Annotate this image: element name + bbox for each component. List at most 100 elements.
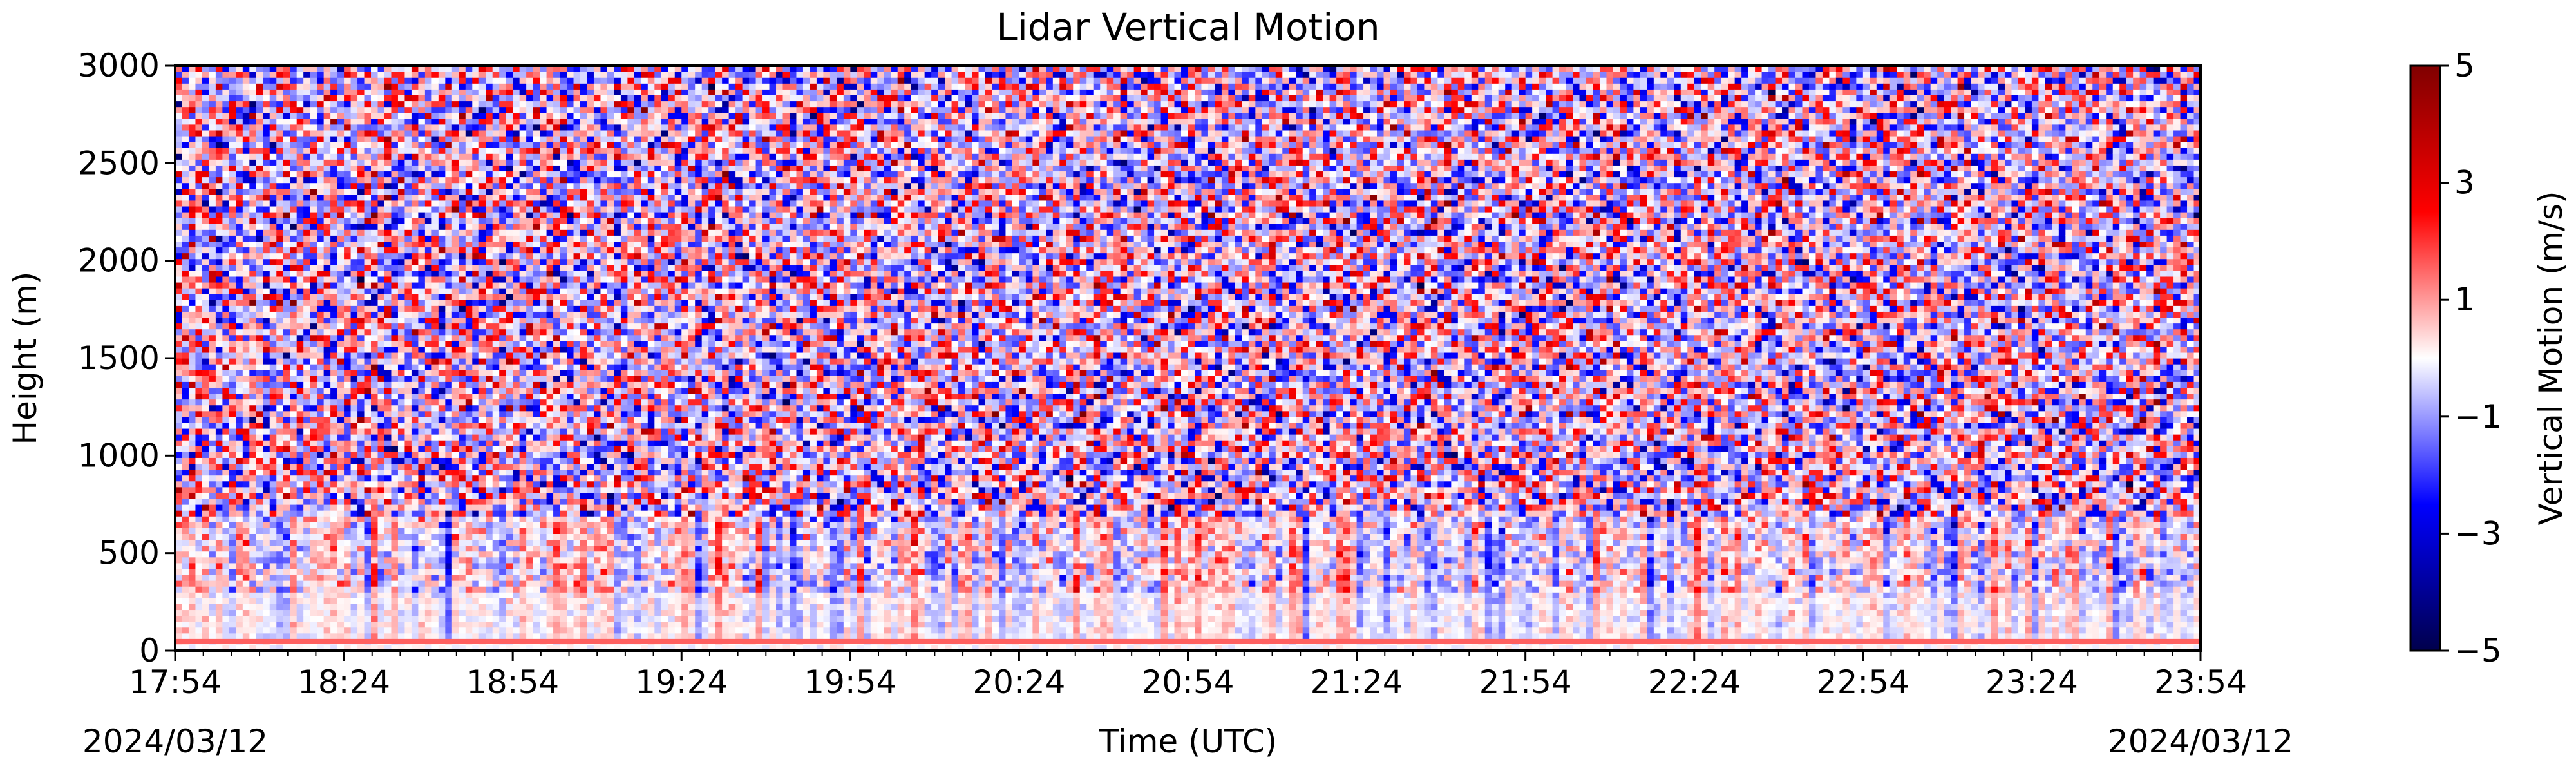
heatmap-cell [486, 422, 493, 429]
heatmap-cell [486, 615, 493, 622]
heatmap-cell [256, 124, 263, 131]
heatmap-cell [431, 633, 439, 640]
heatmap-cell [263, 399, 270, 406]
heatmap-cell [296, 171, 304, 178]
heatmap-cell [384, 604, 392, 611]
heatmap-cell [296, 311, 304, 318]
heatmap-cell [344, 148, 352, 154]
heatmap-cell [222, 557, 230, 564]
heatmap-cell [391, 533, 399, 540]
heatmap-cell [424, 112, 432, 119]
heatmap-cell [451, 288, 459, 294]
heatmap-cell [330, 317, 338, 324]
heatmap-cell [296, 224, 304, 230]
heatmap-cell [209, 311, 216, 318]
heatmap-cell [371, 282, 379, 289]
heatmap-cell [317, 486, 325, 493]
heatmap-cell [330, 574, 338, 581]
heatmap-cell [350, 264, 358, 271]
heatmap-cell [411, 627, 419, 634]
heatmap-cell [296, 446, 304, 452]
heatmap-cell [330, 516, 338, 522]
heatmap-cell [506, 165, 513, 172]
heatmap-cell [445, 568, 453, 575]
heatmap-cell [317, 562, 325, 569]
heatmap-cell [344, 604, 352, 611]
heatmap-cell [290, 188, 298, 195]
heatmap-cell [431, 194, 439, 201]
heatmap-cell [384, 300, 392, 306]
heatmap-cell [242, 562, 250, 569]
heatmap-cell [269, 142, 277, 148]
heatmap-cell [303, 364, 311, 370]
heatmap-cell [472, 129, 480, 137]
heatmap-cell [222, 142, 230, 148]
heatmap-cell [323, 621, 331, 628]
heatmap-cell [459, 586, 466, 593]
heatmap-cell [330, 486, 338, 493]
heatmap-cell [256, 135, 263, 142]
heatmap-cell [337, 334, 345, 341]
heatmap-cell [182, 580, 189, 587]
heatmap-cell [317, 270, 325, 277]
heatmap-cell [404, 282, 412, 289]
heatmap-cell [175, 205, 183, 213]
heatmap-cell [310, 644, 317, 651]
heatmap-cell [431, 148, 439, 154]
heatmap-cell [344, 568, 352, 575]
heatmap-cell [384, 486, 392, 493]
heatmap-cell [222, 66, 230, 72]
heatmap-cell [424, 568, 432, 575]
heatmap-cell [499, 124, 507, 131]
heatmap-cell [283, 604, 290, 611]
heatmap-cell [317, 510, 325, 517]
heatmap-cell [276, 247, 284, 254]
heatmap-cell [242, 188, 250, 195]
heatmap-cell [377, 142, 385, 148]
heatmap-cell [438, 317, 446, 324]
heatmap-cell [451, 241, 459, 248]
heatmap-cell [506, 294, 513, 300]
heatmap-cell [459, 135, 466, 142]
heatmap-cell [445, 469, 453, 476]
heatmap-cell [215, 422, 223, 429]
heatmap-cell [350, 270, 358, 277]
heatmap-cell [445, 194, 453, 201]
heatmap-cell [290, 586, 298, 593]
heatmap-cell [465, 112, 473, 119]
heatmap-cell [465, 142, 473, 148]
heatmap-cell [296, 346, 304, 353]
heatmap-cell [451, 83, 459, 90]
heatmap-cell [242, 399, 250, 406]
heatmap-cell [364, 288, 372, 294]
heatmap-cell [303, 633, 311, 640]
heatmap-cell [391, 159, 399, 166]
heatmap-cell [492, 416, 500, 423]
heatmap-cell [269, 446, 277, 452]
heatmap-cell [317, 568, 325, 575]
heatmap-cell [391, 329, 399, 336]
heatmap-cell [391, 545, 399, 552]
heatmap-cell [317, 66, 325, 72]
heatmap-cell [431, 522, 439, 528]
heatmap-cell [323, 486, 331, 493]
heatmap-cell [478, 446, 486, 452]
heatmap-cell [317, 609, 325, 616]
heatmap-cell [323, 609, 331, 616]
heatmap-cell [411, 621, 419, 628]
heatmap-cell [418, 311, 426, 318]
heatmap-cell [283, 334, 290, 341]
heatmap-cell [229, 165, 236, 172]
heatmap-cell [371, 522, 379, 528]
heatmap-cell [472, 586, 480, 593]
heatmap-cell [438, 644, 446, 651]
heatmap-cell [175, 159, 183, 166]
heatmap-cell [256, 112, 263, 119]
heatmap-cell [371, 247, 379, 254]
heatmap-cell [303, 311, 311, 318]
heatmap-cell [242, 604, 250, 611]
heatmap-cell [182, 112, 189, 119]
heatmap-cell [242, 323, 250, 330]
heatmap-cell [215, 323, 223, 330]
heatmap-cell [424, 159, 432, 166]
